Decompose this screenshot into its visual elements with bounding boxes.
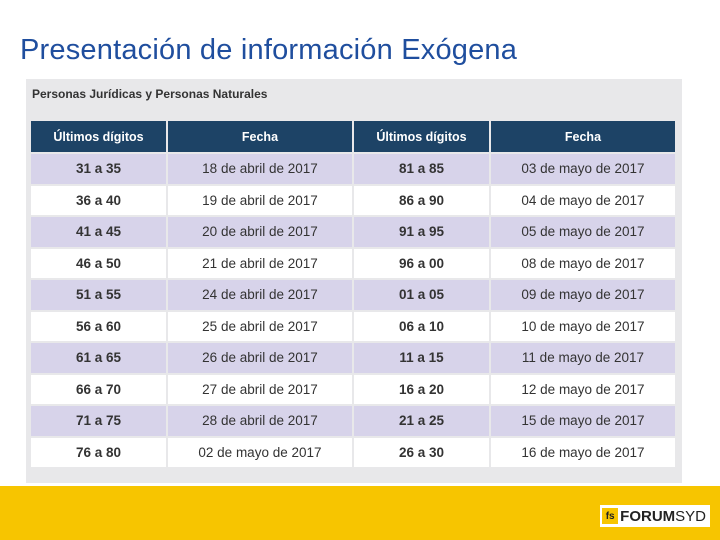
digits-cell: 41 a 45 [31,217,166,247]
digits-cell: 26 a 30 [353,437,489,467]
table-row: 71 a 75 28 de abril de 2017 21 a 25 15 de m… [31,406,675,436]
header-date-2: Fecha [490,121,675,152]
date-cell: 26 de abril de 2017 [167,343,352,373]
digits-cell: 21 a 25 [353,406,489,436]
forumsyd-logo: fs FORUM SYD [600,505,710,527]
date-cell: 10 de mayo de 2017 [490,311,675,341]
date-cell: 08 de mayo de 2017 [490,248,675,278]
table-row: 56 a 60 25 de abril de 2017 06 a 10 10 de m… [31,311,675,341]
digits-cell: 76 a 80 [31,437,166,467]
table-row: 51 a 55 24 de abril de 2017 01 a 05 09 de m… [31,280,675,310]
schedule-table-image: Personas Jurídicas y Personas Naturales … [26,79,682,483]
date-cell: 12 de mayo de 2017 [490,374,675,404]
digits-cell: 51 a 55 [31,280,166,310]
digits-cell: 36 a 40 [31,185,166,215]
table-row: 36 a 40 19 de abril de 2017 86 a 90 04 de m… [31,185,675,215]
digits-cell: 66 a 70 [31,374,166,404]
date-cell: 21 de abril de 2017 [167,248,352,278]
date-cell: 24 de abril de 2017 [167,280,352,310]
table-row: 76 a 80 02 de mayo de 2017 26 a 30 16 de ma… [31,437,675,467]
digits-cell: 81 a 85 [353,154,489,184]
digits-cell: 91 a 95 [353,217,489,247]
digits-cell: 11 a 15 [353,343,489,373]
date-cell: 28 de abril de 2017 [167,406,352,436]
table-row: 61 a 65 26 de abril de 2017 11 a 15 11 de m… [31,343,675,373]
digits-cell: 31 a 35 [31,154,166,184]
table-row: 46 a 50 21 de abril de 2017 96 a 00 08 de m… [31,248,675,278]
digits-cell: 01 a 05 [353,280,489,310]
date-cell: 09 de mayo de 2017 [490,280,675,310]
logo-text-light: SYD [675,507,706,525]
date-cell: 02 de mayo de 2017 [167,437,352,467]
date-cell: 19 de abril de 2017 [167,185,352,215]
footer-bar [0,486,720,540]
schedule-table: Últimos dígitos Fecha Últimos dígitos Fe… [29,119,677,469]
logo-text-bold: FORUM [620,507,676,525]
header-digits-2: Últimos dígitos [353,121,489,152]
date-cell: 27 de abril de 2017 [167,374,352,404]
date-cell: 18 de abril de 2017 [167,154,352,184]
slide-title: Presentación de información Exógena [20,34,518,66]
table-row: 31 a 35 18 de abril de 2017 81 a 85 03 de m… [31,154,675,184]
header-digits-1: Últimos dígitos [31,121,166,152]
digits-cell: 56 a 60 [31,311,166,341]
digits-cell: 16 a 20 [353,374,489,404]
table-caption: Personas Jurídicas y Personas Naturales [32,87,268,101]
date-cell: 04 de mayo de 2017 [490,185,675,215]
table-row: 41 a 45 20 de abril de 2017 91 a 95 05 de m… [31,217,675,247]
digits-cell: 06 a 10 [353,311,489,341]
digits-cell: 46 a 50 [31,248,166,278]
digits-cell: 61 a 65 [31,343,166,373]
digits-cell: 86 a 90 [353,185,489,215]
date-cell: 20 de abril de 2017 [167,217,352,247]
date-cell: 16 de mayo de 2017 [490,437,675,467]
date-cell: 15 de mayo de 2017 [490,406,675,436]
date-cell: 05 de mayo de 2017 [490,217,675,247]
digits-cell: 96 a 00 [353,248,489,278]
date-cell: 03 de mayo de 2017 [490,154,675,184]
header-date-1: Fecha [167,121,352,152]
logo-mark-icon: fs [602,508,619,524]
date-cell: 25 de abril de 2017 [167,311,352,341]
digits-cell: 71 a 75 [31,406,166,436]
table-header-row: Últimos dígitos Fecha Últimos dígitos Fe… [31,121,675,152]
date-cell: 11 de mayo de 2017 [490,343,675,373]
table-row: 66 a 70 27 de abril de 2017 16 a 20 12 de m… [31,374,675,404]
